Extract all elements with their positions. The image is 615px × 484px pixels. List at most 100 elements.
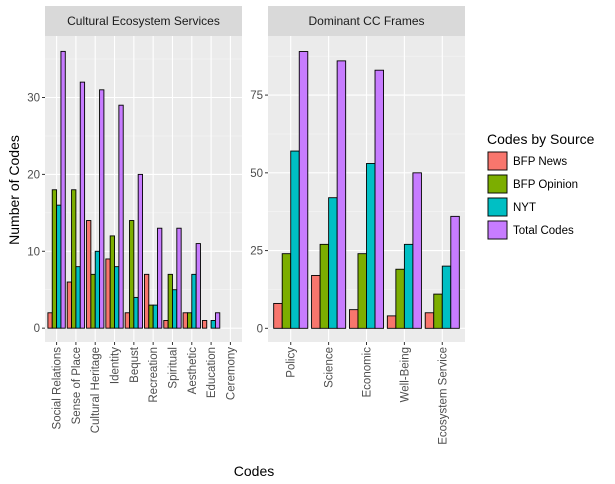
bar-bfp-news: [201, 320, 208, 329]
x-tick-label: Bequst: [129, 346, 141, 383]
bar-nyt: [210, 320, 216, 329]
legend-label: Total Codes: [513, 225, 574, 237]
bar-nyt: [94, 250, 101, 329]
panel-1: Cultural Ecosystem Services 0 10 20 30 Social…: [27, 6, 242, 433]
x-tick-label: Cultural Heritage: [90, 347, 102, 433]
bars: [47, 50, 221, 329]
x-tick-label: Spiritual: [167, 347, 179, 389]
x-tick-label: Education: [206, 347, 218, 398]
bar-bfp-opinion: [167, 273, 173, 329]
x-tick-label: Aesthetic: [187, 347, 199, 395]
y-tick-label: 20: [27, 169, 40, 181]
legend-title: Codes by Source: [487, 131, 595, 147]
bar-total-codes: [99, 89, 105, 329]
bar-bfp-opinion: [90, 273, 96, 329]
bar-bfp-news: [182, 312, 188, 329]
bar-bfp-news: [163, 320, 169, 329]
x-tick-label: Recreation: [148, 347, 160, 403]
bar-bfp-news: [424, 312, 435, 329]
bar-nyt: [56, 204, 62, 329]
legend: Codes by Source BFP News BFP Opinion NYT To…: [487, 131, 595, 240]
legend-label: BFP Opinion: [513, 179, 578, 191]
bar-total-codes: [298, 51, 309, 329]
x-axis: Social Relations Sense of Place Cultural H…: [52, 342, 237, 433]
bar-nyt: [114, 266, 120, 329]
legend-item: NYT: [487, 197, 536, 217]
legend-swatch: [487, 197, 508, 217]
bar-bfp-opinion: [51, 189, 58, 329]
y-tick-label: 75: [250, 90, 263, 102]
legend-item: Total Codes: [487, 220, 574, 240]
bar-bfp-news: [105, 258, 111, 329]
bar-bfp-news: [66, 281, 73, 329]
x-axis-title: Codes: [234, 463, 274, 479]
bar-total-codes: [137, 173, 143, 329]
bar-bfp-opinion: [395, 268, 405, 329]
bars: [273, 51, 460, 329]
bar-bfp-news: [386, 315, 397, 329]
y-tick-label: 30: [27, 93, 40, 105]
x-tick-label: Social Relations: [52, 347, 64, 430]
legend-item: BFP News: [487, 151, 567, 171]
legend-item: BFP Opinion: [487, 174, 578, 194]
y-axis: 0 10 20 30: [27, 93, 45, 335]
bar-bfp-news: [144, 273, 150, 329]
bar-nyt: [328, 197, 338, 329]
bar-nyt: [441, 265, 452, 329]
bar-total-codes: [195, 243, 201, 329]
bar-bfp-opinion: [109, 235, 115, 329]
x-tick-label: Economic: [362, 347, 374, 398]
bar-nyt: [290, 150, 300, 329]
panel-2: Dominant CC Frames 0 25 50 75 Policy Science Ec…: [250, 6, 465, 445]
bar-nyt: [75, 266, 81, 329]
bar-bfp-opinion: [433, 293, 443, 329]
bar-total-codes: [60, 50, 66, 329]
bar-total-codes: [176, 227, 182, 329]
x-tick-label: Identity: [110, 347, 122, 384]
y-tick-label: 0: [257, 323, 263, 335]
bar-bfp-opinion: [186, 312, 193, 329]
x-tick-label: Ceremony: [225, 347, 237, 400]
bar-bfp-opinion: [281, 253, 292, 329]
bar-bfp-opinion: [357, 253, 367, 329]
y-tick-label: 50: [250, 168, 263, 180]
strip-background: [268, 6, 465, 36]
legend-label: BFP News: [513, 156, 567, 168]
bar-bfp-opinion: [319, 243, 330, 329]
bar-total-codes: [374, 69, 384, 329]
x-tick-label: Well-Being: [399, 347, 411, 402]
bar-bfp-news: [86, 220, 92, 329]
y-tick-label: 25: [250, 246, 263, 258]
x-axis: Policy Science Economic Well-Being Ecosystem…: [286, 342, 449, 445]
x-tick-label: Science: [324, 347, 336, 388]
bar-nyt: [191, 273, 197, 329]
legend-label: NYT: [513, 202, 536, 214]
bar-total-codes: [450, 215, 460, 329]
bar-bfp-news: [47, 312, 53, 329]
y-tick-label: 0: [34, 323, 40, 335]
bar-bfp-news: [311, 275, 321, 329]
bar-total-codes: [118, 104, 124, 329]
strip-background: [45, 6, 242, 36]
bar-nyt: [172, 289, 178, 329]
x-tick-label: Ecosystem Service: [437, 347, 449, 445]
bar-total-codes: [214, 312, 221, 329]
strip-title: Dominant CC Frames: [308, 14, 424, 28]
bar-bfp-opinion: [129, 220, 135, 329]
bar-total-codes: [336, 60, 347, 329]
bar-nyt: [133, 296, 139, 329]
bar-bfp-news: [349, 309, 359, 329]
bar-total-codes: [412, 172, 422, 329]
bar-total-codes: [79, 81, 86, 329]
legend-swatch: [487, 151, 508, 171]
bar-nyt: [152, 304, 158, 329]
legend-swatch: [487, 220, 508, 240]
x-tick-label: Sense of Place: [71, 347, 83, 424]
strip-title: Cultural Ecosystem Services: [67, 14, 220, 28]
x-tick-label: Policy: [286, 347, 298, 378]
bar-bfp-news: [273, 302, 283, 329]
bar-total-codes: [157, 227, 163, 329]
bar-nyt: [403, 243, 414, 329]
y-axis-title: Number of Codes: [6, 135, 22, 245]
